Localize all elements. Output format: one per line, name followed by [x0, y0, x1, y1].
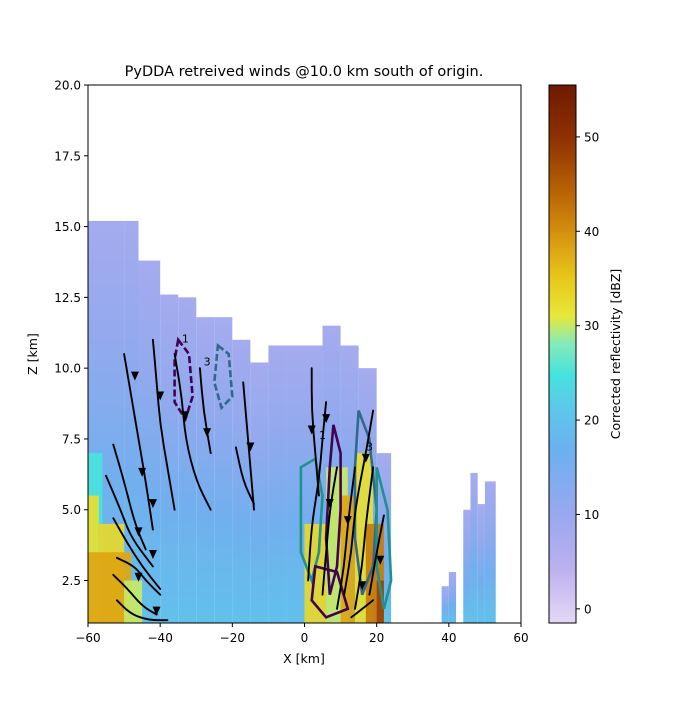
reflectivity-column: [138, 260, 161, 623]
streamline-arrow: [134, 572, 143, 582]
reflectivity-core: [376, 580, 384, 623]
streamline-arrow: [134, 527, 143, 537]
reflectivity-column: [160, 294, 179, 623]
streamline: [343, 409, 375, 596]
x-tick-label: −40: [148, 631, 173, 645]
reflectivity-column: [463, 509, 471, 623]
streamline: [242, 381, 255, 511]
reflectivity-column: [448, 572, 457, 623]
streamline: [307, 401, 328, 582]
streamline: [354, 466, 375, 610]
x-tick-label: 40: [441, 631, 456, 645]
streamline-arrow: [361, 453, 370, 463]
streamline: [310, 367, 320, 497]
streamline-arrow: [203, 428, 212, 438]
reflectivity-column: [250, 362, 269, 623]
contour-label: 3: [204, 355, 211, 368]
streamline-arrow: [325, 499, 334, 509]
streamline-arrow: [181, 411, 190, 421]
y-axis: 2.5 5.0 7.5 10.0 12.5 15.0 17.5 20.0: [54, 79, 88, 588]
velocity-contour: [353, 410, 379, 596]
y-tick-label: 10.0: [54, 362, 81, 376]
streamline: [173, 353, 212, 511]
colorbar-tick-label: 50: [584, 130, 599, 144]
x-tick-label: −60: [75, 631, 100, 645]
reflectivity-column: [470, 472, 478, 623]
y-tick-label: 7.5: [62, 432, 81, 446]
streamline-arrow: [246, 442, 255, 452]
velocity-contour: [310, 564, 350, 619]
colorbar-tick-label: 30: [584, 319, 599, 333]
y-tick-label: 12.5: [54, 291, 81, 305]
x-tick-label: 60: [513, 631, 528, 645]
streamline: [368, 514, 385, 596]
streamline-arrow: [152, 606, 161, 616]
x-tick-label: 0: [301, 631, 309, 645]
x-axis-label: X [km]: [283, 651, 325, 666]
colorbar: 0 10 20 30 40 50 Corrected reflectivity [dBZ]: [548, 84, 623, 624]
colorbar-gradient: [548, 84, 577, 624]
velocity-contour: [212, 343, 234, 411]
streamline: [112, 443, 147, 551]
y-tick-label: 5.0: [62, 503, 81, 517]
chart-title: PyDDA retreived winds @10.0 km south of …: [125, 64, 484, 80]
y-tick-label: 2.5: [62, 574, 81, 588]
streamline-arrow: [138, 467, 147, 477]
y-axis-label: Z [km]: [25, 333, 40, 375]
reflectivity-column: [477, 504, 485, 623]
streamline-arrow: [130, 371, 139, 381]
contour-label: 1: [182, 333, 189, 346]
contour-label: 3: [366, 440, 373, 453]
colorbar-tick-label: 0: [584, 602, 592, 616]
streamline: [112, 517, 162, 590]
streamline-arrow: [376, 555, 385, 565]
x-tick-label: −20: [220, 631, 245, 645]
streamline-arrow: [322, 414, 331, 424]
streamline-arrow: [156, 391, 165, 401]
velocity-contour: [324, 424, 342, 596]
reflectivity-column: [286, 345, 305, 623]
reflectivity-core: [340, 495, 356, 623]
colorbar-tick-label: 10: [584, 508, 599, 522]
streamline: [112, 573, 158, 616]
streamline: [234, 446, 255, 506]
streamline-arrow: [307, 425, 316, 435]
streamline-arrow: [148, 550, 157, 560]
y-tick-label: 17.5: [54, 149, 81, 163]
reflectivity-column: [268, 345, 287, 623]
streamline: [350, 599, 375, 619]
streamline: [105, 474, 154, 568]
colorbar-tick-label: 40: [584, 225, 599, 239]
streamline-arrow: [343, 516, 352, 526]
x-axis: −60 −40 −20 0 20 40 60: [75, 623, 529, 645]
colorbar-tick-label: 20: [584, 414, 599, 428]
colorbar-label: Corrected reflectivity [dBZ]: [608, 269, 623, 440]
streamline: [151, 338, 176, 511]
streamline: [115, 599, 169, 622]
reflectivity-column: [196, 317, 215, 623]
streamline: [115, 556, 162, 596]
y-tick-label: 20.0: [54, 79, 81, 93]
reflectivity-column: [232, 339, 251, 623]
streamline: [198, 367, 212, 455]
x-tick-label: 20: [369, 631, 384, 645]
reflectivity-column: [484, 481, 496, 623]
streamline: [123, 353, 154, 531]
streamline-arrow: [358, 581, 367, 591]
streamline-arrow: [148, 499, 157, 509]
y-tick-label: 15.0: [54, 220, 81, 234]
reflectivity-column: [441, 586, 449, 623]
colorbar-ticks: 0 10 20 30 40 50: [576, 130, 599, 616]
wind-streamlines: [105, 338, 385, 622]
reflectivity-column: [178, 297, 197, 623]
